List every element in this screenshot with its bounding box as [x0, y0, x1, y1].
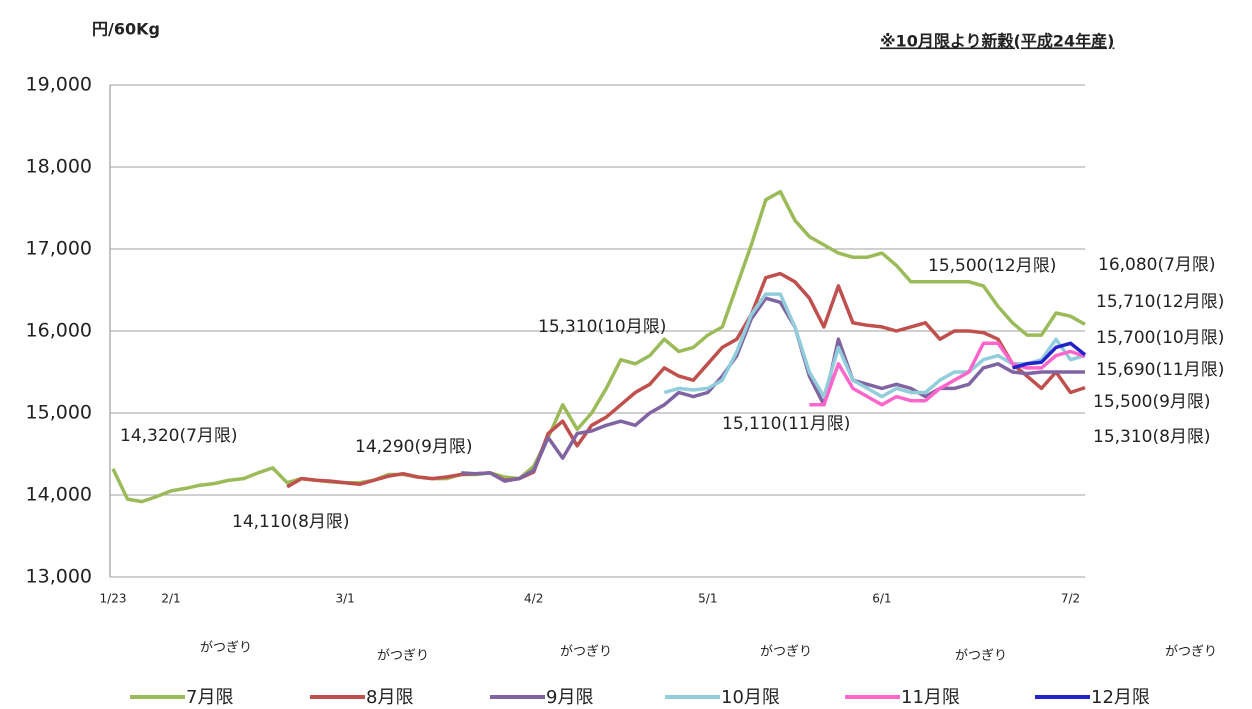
annotation: 16,080(7月限)	[1098, 255, 1216, 275]
note: ※10月限より新穀(平成24年産)	[880, 32, 1114, 51]
legend-label: 10月限	[721, 687, 780, 708]
x-tick-label: 2/1	[161, 592, 180, 606]
y-tick-label: 18,000	[26, 156, 92, 178]
annotation: 15,690(11月限)	[1096, 360, 1224, 380]
annotation: 14,290(9月限)	[355, 437, 473, 457]
x-tick-label: 7/2	[1061, 592, 1080, 606]
x-tick-label: 6/1	[872, 592, 891, 606]
y-tick-label: 16,000	[26, 320, 92, 342]
footnote: がつぎり	[760, 645, 812, 660]
series-line	[111, 189, 1086, 504]
annotation: 15,310(8月限)	[1093, 427, 1211, 447]
footnote: がつぎり	[560, 645, 612, 660]
footnote: がつぎり	[200, 641, 252, 656]
x-tick-label: 5/1	[698, 592, 717, 606]
legend-label: 7月限	[186, 687, 233, 708]
annotation: 15,710(12月限)	[1096, 292, 1224, 312]
footnote: がつぎり	[377, 649, 429, 664]
annotation: 15,310(10月限)	[538, 317, 666, 337]
x-tick-label: 3/1	[335, 592, 354, 606]
series-line	[461, 296, 1085, 483]
annotation: 14,320(7月限)	[120, 426, 238, 446]
series-line	[286, 271, 1086, 489]
annotation: 15,110(11月限)	[722, 414, 850, 434]
legend-label: 8月限	[366, 687, 413, 708]
legend-label: 11月限	[901, 687, 960, 708]
legend-label: 9月限	[546, 687, 593, 708]
series-line	[1012, 341, 1087, 370]
y-tick-label: 17,000	[26, 238, 92, 260]
x-tick-label: 1/23	[100, 592, 127, 606]
annotation: 14,110(8月限)	[232, 512, 350, 532]
x-tick-label: 4/2	[524, 592, 543, 606]
y-tick-label: 19,000	[26, 74, 92, 96]
y-tick-label: 14,000	[26, 484, 92, 506]
annotation: 15,500(12月限)	[928, 256, 1056, 276]
y-tick-label: 13,000	[26, 566, 92, 588]
unit-label: 円/60Kg	[92, 20, 160, 39]
annotation: 15,700(10月限)	[1096, 328, 1224, 348]
footnote: がつぎり	[955, 649, 1007, 664]
annotation: 15,500(9月限)	[1093, 392, 1211, 412]
footnote: がつぎり	[1165, 645, 1217, 660]
series-line	[809, 341, 1086, 407]
y-tick-label: 15,000	[26, 402, 92, 424]
legend-label: 12月限	[1091, 687, 1150, 708]
